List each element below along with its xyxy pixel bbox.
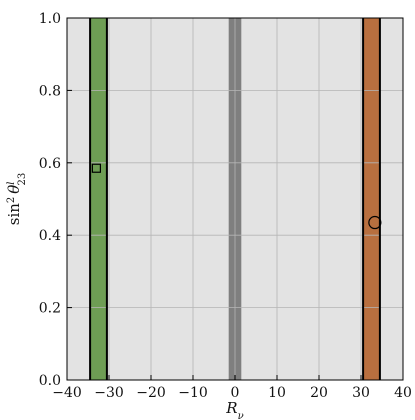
- point-circle-1: [368, 215, 382, 230]
- band-0: [90, 18, 107, 380]
- x-tick-label: 0: [231, 385, 240, 401]
- x-tick-label: −10: [178, 385, 208, 401]
- x-tick-label: 20: [310, 385, 328, 401]
- y-tick-label: 0.8: [39, 83, 61, 99]
- y-tick-label: 0.4: [39, 228, 61, 244]
- x-axis-label: Rν: [225, 399, 243, 420]
- y-tick-label: 0.2: [39, 301, 61, 317]
- x-tick-label: 40: [394, 385, 412, 401]
- x-tick-label: −20: [136, 385, 166, 401]
- x-tick-label: 30: [352, 385, 370, 401]
- x-tick-label: 10: [268, 385, 286, 401]
- y-tick-label: 0.6: [39, 156, 61, 172]
- tick-labels: −40 −30 −20 −10 0 10 20 30 40 0.0 0.2 0.4 0.6 0.8 1.0: [39, 11, 412, 401]
- x-tick-label: −40: [52, 385, 82, 401]
- y-tick-label: 1.0: [39, 11, 61, 27]
- y-tick-label: 0.0: [39, 373, 61, 389]
- point-square-0: [91, 163, 102, 173]
- plot-area: [66, 17, 404, 381]
- band-2: [363, 18, 380, 380]
- y-axis-label: sin2θl23: [5, 173, 28, 226]
- x-tick-label: −30: [94, 385, 124, 401]
